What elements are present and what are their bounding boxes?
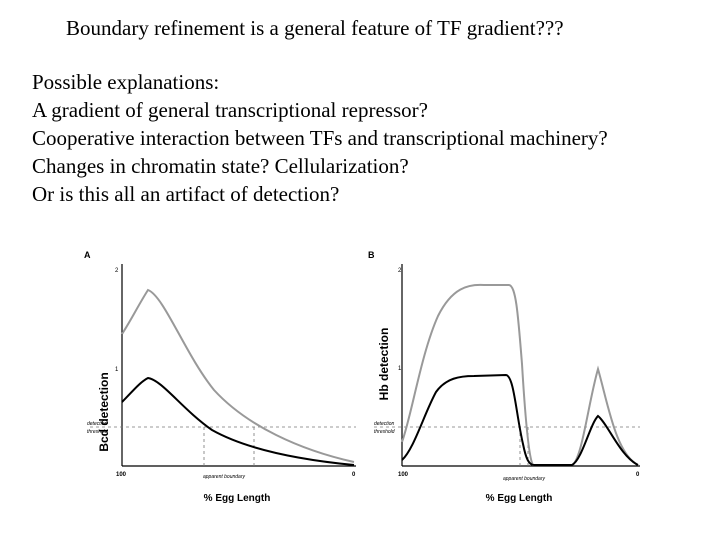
explanation-list: Possible explanations: A gradient of gen… (32, 68, 608, 208)
lower-curve (401, 373, 639, 466)
upper-curve (121, 288, 355, 463)
y-tick-label: 2 (398, 268, 402, 274)
boundary-label: apparent boundary (203, 474, 245, 480)
list-line: Changes in chromatin state? Cellularizat… (32, 154, 409, 178)
boundary-label: apparent boundary (503, 476, 545, 482)
list-line: Or is this all an artifact of detection? (32, 182, 340, 206)
y-axis-label: Bcd detection (97, 372, 111, 451)
bcd-detection-figure: A 2 1 Bcd detection detection threshold … (82, 244, 364, 510)
upper-curve (401, 283, 639, 466)
x-tick-label: 0 (352, 472, 356, 478)
hb-detection-figure: B 2 1 Hb detection detection threshold 1… (366, 244, 648, 510)
x-tick-label: 0 (636, 472, 640, 478)
x-tick-label: 100 (398, 472, 409, 478)
x-axis-label: % Egg Length (486, 493, 553, 504)
x-axis-label: % Egg Length (204, 493, 271, 504)
slide-title: Boundary refinement is a general feature… (66, 16, 564, 40)
list-line: Possible explanations: (32, 70, 220, 94)
panel-letter: B (368, 250, 375, 260)
threshold-label: threshold (374, 429, 395, 435)
y-tick-label: 1 (398, 366, 402, 372)
list-line: Cooperative interaction between TFs and … (32, 126, 608, 150)
list-line: A gradient of general transcriptional re… (32, 98, 428, 122)
threshold-label: detection (374, 421, 395, 427)
y-tick-label: 2 (115, 268, 119, 274)
y-tick-label: 1 (115, 367, 119, 373)
x-tick-label: 100 (116, 472, 127, 478)
lower-curve (121, 376, 355, 466)
threshold-label: detection (87, 421, 108, 427)
y-axis-label: Hb detection (377, 328, 391, 401)
threshold-label: threshold (87, 429, 108, 435)
panel-letter: A (84, 250, 91, 260)
